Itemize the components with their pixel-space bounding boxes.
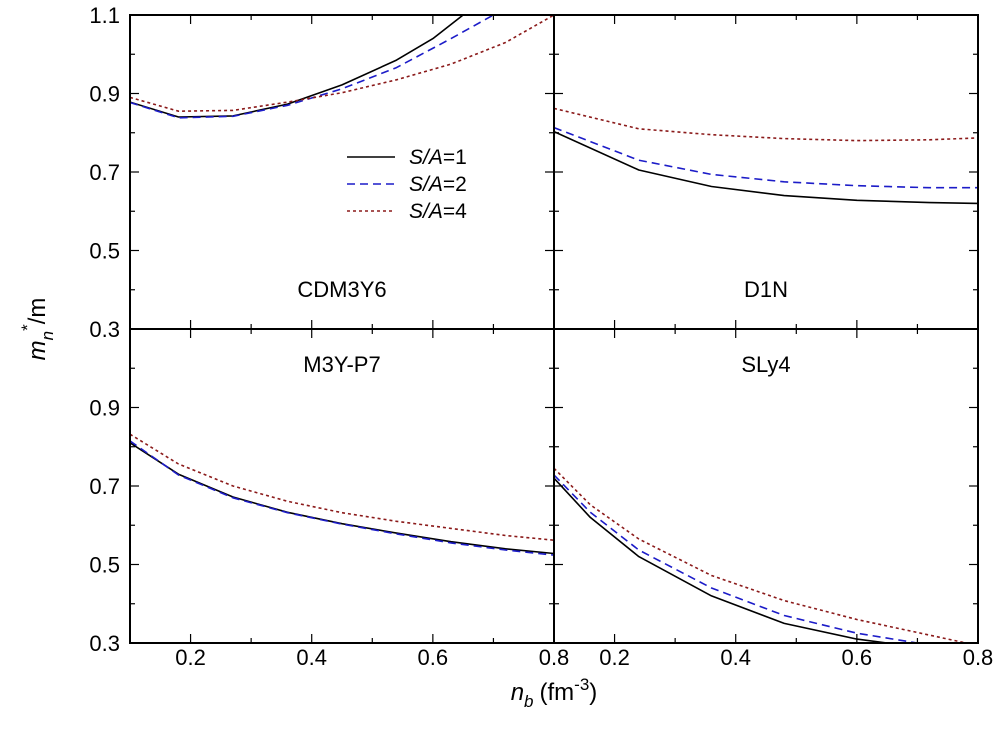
y-tick-label: 0.3 [89, 317, 120, 342]
legend-entry-3: S/A=4 [347, 200, 467, 223]
series-line-2 [554, 126, 978, 189]
x-axis-label: nb (fm-3) [511, 675, 598, 711]
y-tick-label: 0.9 [89, 396, 120, 421]
series-line-3 [554, 467, 967, 643]
x-tick-label: 0.8 [963, 645, 994, 670]
panel-label-cdm3y6: CDM3Y6 [297, 277, 386, 302]
y-tick-label: 0.7 [89, 474, 120, 499]
x-tick-label: 0.4 [296, 645, 327, 670]
series-line-1 [130, 442, 554, 555]
y-tick-label: 0.3 [89, 631, 120, 656]
legend-label-1: S/A=1 [409, 146, 467, 169]
y-tick-label: 0.5 [89, 553, 120, 578]
x-tick-labels-right: 0.2 0.4 0.6 0.8 [599, 645, 993, 670]
y-tick-label: 1.1 [89, 3, 120, 28]
legend-entry-1: S/A=1 [347, 146, 467, 169]
x-tick-label: 0.4 [720, 645, 751, 670]
y-tick-label: 0.9 [89, 82, 120, 107]
y-tick-labels-lower: 0.3 0.5 0.7 0.9 [89, 396, 120, 657]
legend: S/A=1 S/A=2 S/A=4 [347, 146, 467, 223]
panel-sly4: SLy4 [553, 328, 979, 644]
series-line-2 [130, 15, 494, 119]
series-line-1 [554, 477, 888, 643]
series-line-3 [130, 433, 554, 541]
legend-label-3: S/A=4 [409, 200, 467, 223]
y-tick-labels-upper: 0.3 0.5 0.7 0.9 1.1 [89, 3, 120, 342]
y-tick-label: 0.5 [89, 239, 120, 264]
series-line-1 [130, 15, 464, 118]
panel-label-m3y-p7: M3Y-P7 [303, 352, 380, 377]
panel-m3y-p7: M3Y-P7 [129, 328, 555, 644]
y-axis-label: mn*/m [18, 298, 57, 361]
x-tick-label: 0.2 [175, 645, 206, 670]
panel-label-d1n: D1N [744, 277, 788, 302]
series-line-2 [130, 440, 554, 556]
x-tick-label: 0.6 [842, 645, 873, 670]
x-tick-label: 0.2 [599, 645, 630, 670]
x-tick-label: 0.8 [539, 645, 570, 670]
legend-entry-2: S/A=2 [347, 173, 467, 196]
panel-cdm3y6: CDM3Y6 [129, 14, 555, 330]
x-tick-labels-left: 0.2 0.4 0.6 0.8 [175, 645, 569, 670]
series-line-2 [554, 474, 918, 643]
panel-d1n: D1N [553, 14, 979, 330]
x-tick-label: 0.6 [418, 645, 449, 670]
series-line-1 [554, 130, 978, 205]
y-tick-label: 0.7 [89, 160, 120, 185]
panel-label-sly4: SLy4 [741, 352, 790, 377]
legend-label-2: S/A=2 [409, 173, 467, 196]
series-line-3 [554, 107, 978, 142]
series-line-3 [130, 15, 554, 112]
